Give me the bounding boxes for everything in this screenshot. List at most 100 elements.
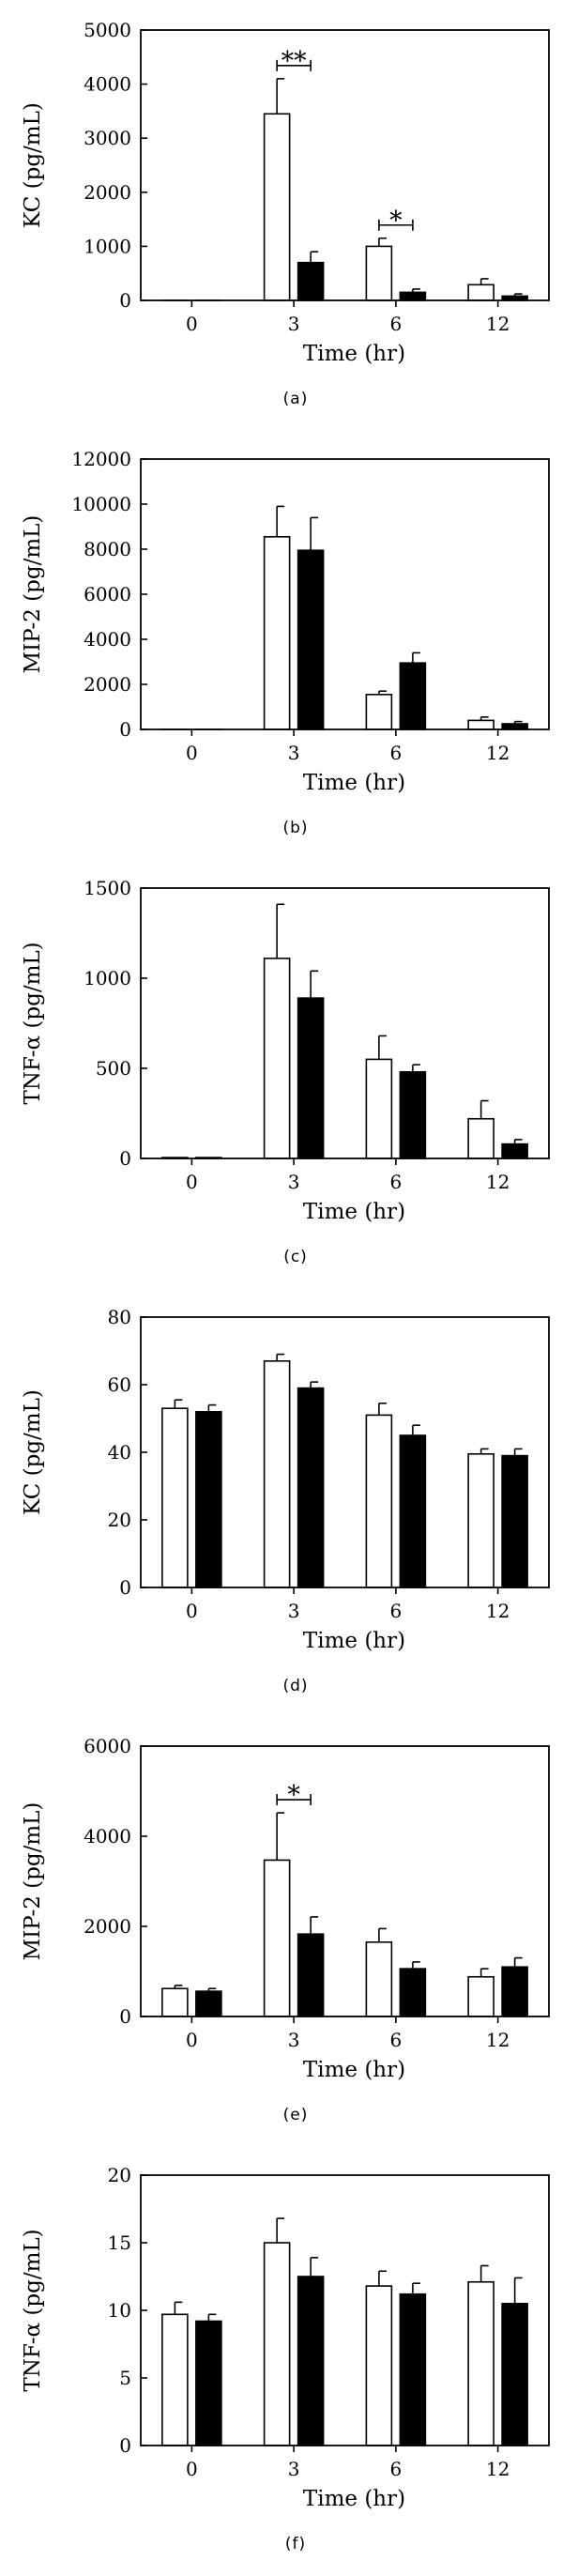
y-tick-label-0: 0 (119, 718, 131, 741)
y-axis-label: TNF-α (pg/mL) (21, 942, 45, 1104)
panel-d: 0 20 40 60 80 0 3 6 12 Time (hr) KC (pg/mL) (d) (0, 1287, 563, 1716)
panel-c: 0 500 1000 1500 0 3 6 12 Time (hr) TNF-α (pg/mL) (… (0, 858, 563, 1287)
bar-open-0 (161, 1407, 189, 1588)
y-tick-label-5: 5 (119, 2367, 131, 2389)
bar-filled-12 (501, 723, 528, 730)
panel-caption: (e) (283, 2106, 309, 2124)
bar-open-12 (467, 2280, 495, 2446)
bar-filled-12 (501, 1966, 528, 2017)
bar-open-3 (263, 536, 291, 730)
y-tick-label-2000: 2000 (84, 1915, 131, 1938)
y-tick-label-500: 500 (96, 1057, 131, 1080)
bar-filled-3 (297, 1933, 325, 2017)
x-tick-label-0: 0 (186, 313, 198, 335)
plot-frame (140, 458, 550, 730)
bar-open-3 (263, 1360, 291, 1588)
y-tick-label-0: 0 (119, 1576, 131, 1599)
x-tick-label-6: 6 (390, 1600, 403, 1622)
y-axis-label: KC (pg/mL) (21, 102, 45, 228)
y-tick-label-2000: 2000 (84, 181, 131, 204)
x-tick-label-3: 3 (288, 313, 300, 335)
y-tick-label-3000: 3000 (84, 127, 131, 149)
bar-open-6 (365, 1941, 393, 2017)
y-axis-label: TNF-α (pg/mL) (21, 2229, 45, 2391)
x-axis-label: Time (hr) (303, 2487, 405, 2511)
x-tick-label-0: 0 (186, 1600, 198, 1622)
y-tick-label-15: 15 (108, 2231, 131, 2254)
y-tick-label-10: 10 (108, 2299, 131, 2322)
bar-open-6 (365, 1414, 393, 1588)
panel-caption: (a) (283, 390, 309, 408)
bar-open-6 (365, 693, 393, 730)
bar-filled-6 (399, 1968, 427, 2017)
x-axis-label: Time (hr) (303, 771, 405, 795)
bar-open-6 (365, 245, 393, 301)
bar-open-12 (467, 1453, 495, 1588)
y-tick-label-2000: 2000 (84, 673, 131, 696)
x-tick-label-3: 3 (288, 2029, 300, 2051)
y-tick-label-8000: 8000 (84, 538, 131, 560)
chart-b-svg: 0 2000 4000 6000 8000 10000 12000 0 3 6 12 Time (hr… (21, 448, 550, 837)
bar-filled-6 (399, 291, 427, 301)
panel-caption: (b) (282, 819, 308, 837)
x-tick-label-12: 12 (486, 313, 510, 335)
y-tick-label-6000: 6000 (84, 583, 131, 606)
chart-d-svg: 0 20 40 60 80 0 3 6 12 Time (hr) KC (pg/mL) (d) (21, 1306, 550, 1695)
bar-open-0 (161, 2313, 189, 2446)
x-tick-label-0: 0 (186, 1171, 198, 1193)
x-tick-label-3: 3 (288, 1171, 300, 1193)
y-axis-label: MIP-2 (pg/mL) (21, 1802, 45, 1961)
bar-open-3 (263, 2242, 291, 2446)
x-tick-label-3: 3 (288, 742, 300, 764)
plot-frame (140, 887, 550, 1159)
significance-label-3: * (287, 1781, 300, 1810)
bar-open-3 (263, 958, 291, 1159)
y-tick-label-60: 60 (108, 1373, 131, 1396)
bar-filled-12 (501, 1454, 528, 1588)
bar-open-3 (263, 1859, 291, 2017)
panel-b: 0 2000 4000 6000 8000 10000 12000 0 3 6 12 Time (hr… (0, 429, 563, 858)
bar-filled-6 (399, 1434, 427, 1588)
x-tick-label-6: 6 (390, 742, 403, 764)
bar-filled-3 (297, 549, 325, 730)
bar-open-6 (365, 2285, 393, 2446)
y-tick-label-12000: 12000 (71, 448, 131, 470)
x-tick-label-0: 0 (186, 2029, 198, 2051)
y-tick-label-5000: 5000 (84, 19, 131, 41)
chart-a-svg: 0 1000 2000 3000 4000 5000 0 3 6 12 Time (hr) KC (p… (21, 19, 550, 408)
y-tick-label-0: 0 (119, 2005, 131, 2028)
y-tick-label-40: 40 (108, 1441, 131, 1464)
chart-e-svg: 0 2000 4000 6000 0 3 6 12 Time (hr) MIP-2 (pg/mL)… (21, 1735, 550, 2124)
bar-open-12 (467, 1117, 495, 1159)
panel-e: 0 2000 4000 6000 0 3 6 12 Time (hr) MIP-2 (pg/mL)… (0, 1716, 563, 2145)
x-tick-label-12: 12 (486, 1171, 510, 1193)
bar-filled-6 (399, 2292, 427, 2446)
bar-filled-6 (399, 662, 427, 730)
bar-filled-12 (501, 2303, 528, 2446)
y-tick-label-20: 20 (108, 1509, 131, 1531)
bar-filled-3 (297, 1387, 325, 1588)
bar-open-12 (467, 1975, 495, 2017)
x-axis-label: Time (hr) (303, 342, 405, 366)
y-tick-label-0: 0 (119, 1147, 131, 1170)
panel-caption: (c) (283, 1248, 308, 1266)
plot-frame (140, 29, 550, 301)
x-tick-label-3: 3 (288, 1600, 300, 1622)
panel-caption: (d) (282, 1677, 308, 1695)
bar-open-0 (161, 1987, 189, 2017)
panel-a: 0 1000 2000 3000 4000 5000 0 3 6 12 Time (hr) KC (p… (0, 0, 563, 429)
plot-frame (140, 1745, 550, 2017)
x-tick-label-6: 6 (390, 2029, 403, 2051)
chart-f-svg: 0 5 10 15 20 0 3 6 12 Time (hr) TNF-α (pg/mL) (f) (21, 2164, 550, 2553)
y-tick-label-0: 0 (119, 289, 131, 312)
y-tick-label-80: 80 (108, 1306, 131, 1328)
y-tick-label-4000: 4000 (84, 73, 131, 96)
y-tick-label-0: 0 (119, 2434, 131, 2457)
bar-filled-3 (297, 261, 325, 301)
y-tick-label-1000: 1000 (84, 235, 131, 257)
chart-c-svg: 0 500 1000 1500 0 3 6 12 Time (hr) TNF-α (pg/mL) (… (21, 877, 550, 1266)
x-tick-label-3: 3 (288, 2458, 300, 2480)
bar-filled-0 (195, 2320, 222, 2446)
bar-open-6 (365, 1058, 393, 1159)
bar-filled-0 (195, 1990, 222, 2017)
